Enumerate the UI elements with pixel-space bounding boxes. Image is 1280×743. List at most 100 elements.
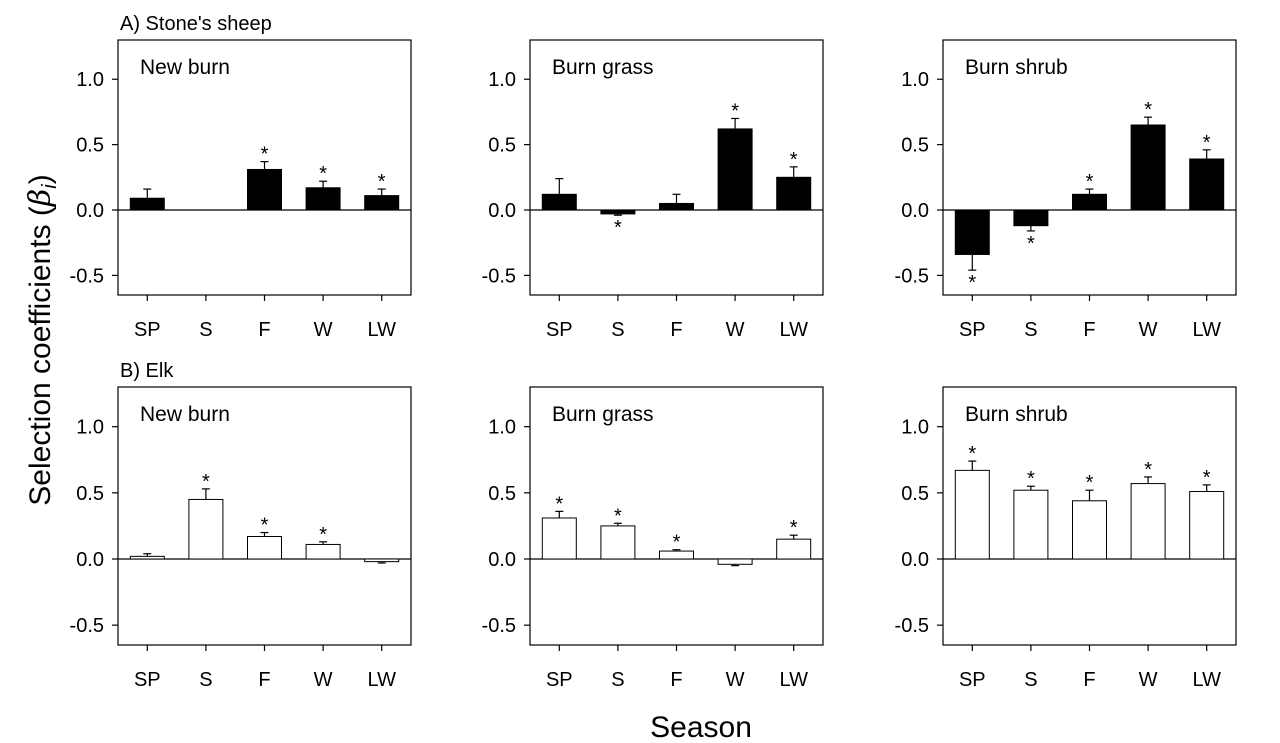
y-tick-label: -0.5	[482, 265, 516, 287]
bar	[717, 558, 753, 565]
x-tick-label: W	[1139, 669, 1158, 691]
significance-star: *	[614, 217, 622, 239]
bar	[364, 195, 400, 211]
panel-title: Burn shrub	[965, 56, 1068, 79]
x-tick-label: F	[1083, 669, 1095, 691]
x-tick-label: S	[199, 669, 212, 691]
x-tick-label: SP	[959, 669, 986, 691]
significance-star: *	[378, 171, 386, 193]
bar	[600, 209, 636, 215]
y-tick-label: 0.0	[76, 549, 104, 571]
significance-star: *	[1144, 459, 1152, 481]
significance-star: *	[968, 272, 976, 294]
bar	[247, 168, 282, 211]
y-tick-label: -0.5	[482, 615, 516, 637]
bar	[717, 128, 753, 211]
bar	[659, 202, 694, 211]
y-tick-label: 0.0	[488, 549, 516, 571]
panel-title: Burn shrub	[965, 403, 1068, 426]
significance-star: *	[1086, 171, 1094, 193]
bar	[541, 517, 577, 560]
significance-star: *	[1203, 132, 1211, 154]
y-tick-label: 0.5	[901, 135, 929, 157]
x-tick-label: W	[726, 669, 745, 691]
bar	[1189, 158, 1225, 211]
y-tick-label: 1.0	[901, 417, 929, 439]
significance-star: *	[968, 443, 976, 465]
bar	[364, 558, 400, 563]
bar	[305, 187, 341, 211]
y-tick-label: -0.5	[895, 615, 929, 637]
y-tick-label: -0.5	[895, 265, 929, 287]
x-tick-label: LW	[1192, 319, 1221, 341]
bar	[188, 498, 224, 560]
significance-star: *	[1144, 99, 1152, 121]
significance-star: *	[555, 493, 563, 515]
significance-star: *	[731, 100, 739, 122]
y-tick-label: 0.0	[901, 549, 929, 571]
significance-star: *	[319, 524, 327, 546]
y-tick-label: -0.5	[70, 615, 104, 637]
y-tick-label: 0.5	[488, 135, 516, 157]
significance-star: *	[202, 471, 210, 493]
panel-2: -0.5 0.0 0.5 1.0 Burn grass SP S * F W * LW *	[482, 39, 824, 341]
bar	[247, 536, 282, 560]
y-axis-label-beta: β	[23, 189, 58, 207]
x-tick-label: F	[670, 319, 682, 341]
panels: -0.5 0.0 0.5 1.0 New burn SP S F * W * LW * -0.5 0.0 0.…	[70, 39, 1237, 691]
y-tick-label: 1.0	[488, 69, 516, 91]
x-tick-label: F	[1083, 319, 1095, 341]
significance-star: *	[790, 517, 798, 539]
x-tick-label: S	[1024, 669, 1037, 691]
y-tick-label: 1.0	[76, 417, 104, 439]
significance-star: *	[1203, 467, 1211, 489]
significance-star: *	[1027, 233, 1035, 255]
bar	[541, 193, 577, 211]
row-title-a: A) Stone's sheep	[120, 13, 272, 35]
panel-1: -0.5 0.0 0.5 1.0 New burn SP S F * W * LW *	[70, 39, 412, 341]
x-tick-label: F	[258, 669, 270, 691]
panel-title: New burn	[140, 56, 230, 79]
significance-star: *	[614, 505, 622, 527]
bar	[1072, 193, 1107, 211]
bar	[1013, 209, 1049, 227]
panel-4: -0.5 0.0 0.5 1.0 New burn SP S * F * W * LW	[70, 386, 412, 691]
x-tick-label: S	[199, 319, 212, 341]
x-tick-label: SP	[959, 319, 986, 341]
y-axis-label-close: )	[24, 174, 57, 184]
y-axis-label-sub: i	[39, 184, 61, 189]
row-title-b: B) Elk	[120, 360, 174, 382]
significance-star: *	[261, 515, 269, 537]
bar	[776, 176, 812, 211]
x-tick-label: LW	[367, 669, 396, 691]
significance-star: *	[1086, 472, 1094, 494]
x-tick-label: W	[314, 319, 333, 341]
x-tick-label: LW	[1192, 669, 1221, 691]
bar	[1130, 124, 1166, 211]
y-tick-label: 0.5	[488, 483, 516, 505]
bar	[1189, 491, 1225, 560]
x-tick-label: S	[611, 669, 624, 691]
y-tick-label: 0.5	[901, 483, 929, 505]
bar	[129, 197, 165, 211]
y-tick-label: -0.5	[70, 265, 104, 287]
bar	[954, 469, 990, 560]
y-tick-label: 0.0	[488, 200, 516, 222]
panel-title: New burn	[140, 403, 230, 426]
x-tick-label: LW	[779, 669, 808, 691]
significance-star: *	[261, 144, 269, 166]
y-axis-label: Selection coefficients (βi)	[23, 174, 61, 505]
bar	[1130, 483, 1166, 560]
significance-star: *	[1027, 468, 1035, 490]
x-tick-label: SP	[134, 319, 161, 341]
x-tick-label: W	[1139, 319, 1158, 341]
panel-title: Burn grass	[552, 56, 654, 79]
x-tick-label: LW	[779, 319, 808, 341]
significance-star: *	[790, 149, 798, 171]
y-tick-label: 0.0	[76, 200, 104, 222]
y-tick-label: 1.0	[76, 69, 104, 91]
x-tick-label: F	[670, 669, 682, 691]
panel-3: -0.5 0.0 0.5 1.0 Burn shrub SP * S * F * W * LW *	[895, 39, 1237, 341]
significance-star: *	[673, 532, 681, 554]
x-tick-label: SP	[546, 319, 573, 341]
